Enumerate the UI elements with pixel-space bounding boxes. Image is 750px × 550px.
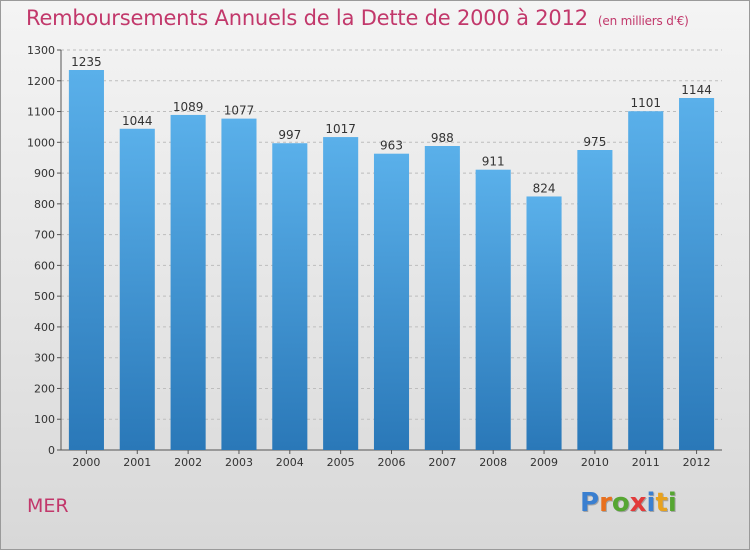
logo-letter: r <box>599 488 612 518</box>
x-tick-label-2009: 2009 <box>530 456 558 469</box>
bar-2012 <box>679 98 715 450</box>
bar-2004 <box>272 143 308 450</box>
logo-letter: x <box>629 488 647 518</box>
y-tick-label: 700 <box>34 229 55 242</box>
y-tick-label: 1200 <box>27 75 55 88</box>
x-tick-label-2001: 2001 <box>123 456 151 469</box>
bar-2010 <box>577 150 613 450</box>
x-tick-label-2002: 2002 <box>174 456 202 469</box>
x-tick-label-2004: 2004 <box>276 456 304 469</box>
y-tick-label: 0 <box>48 444 55 457</box>
bar-2011 <box>628 111 664 450</box>
data-label-2000: 1235 <box>71 55 102 69</box>
x-tick-label-2003: 2003 <box>225 456 253 469</box>
y-tick-label: 600 <box>34 259 55 272</box>
bar-2003 <box>221 118 257 450</box>
data-label-2010: 975 <box>583 135 606 149</box>
bar-2005 <box>323 137 359 451</box>
logo-letter: P <box>580 488 600 518</box>
data-label-2004: 997 <box>278 128 301 142</box>
unit-label: (en milliers d'€) <box>597 14 689 28</box>
chart-title: Remboursements Annuels de la Dette de 20… <box>26 6 689 30</box>
x-tick-label-2010: 2010 <box>581 456 609 469</box>
data-label-2006: 963 <box>380 139 403 153</box>
data-label-2003: 1077 <box>224 104 255 118</box>
data-label-2002: 1089 <box>173 100 204 114</box>
bar-2009 <box>526 196 562 450</box>
y-tick-label: 500 <box>34 290 55 303</box>
bar-2006 <box>373 153 410 450</box>
logo-letter: o <box>611 488 630 518</box>
bar-2001 <box>119 128 155 450</box>
x-tick-label-2008: 2008 <box>479 456 507 469</box>
y-tick-label: 100 <box>34 413 55 426</box>
y-tick-label: 200 <box>34 382 55 395</box>
bar-2000 <box>68 70 104 450</box>
y-tick-label: 1100 <box>27 106 55 119</box>
bars <box>68 70 715 451</box>
logo-letter: i <box>667 488 677 518</box>
y-tick-label: 300 <box>34 352 55 365</box>
data-labels: 1235 1044 1089 1077 997 1017 963 988 911 824 975 11… <box>71 55 712 195</box>
y-tick-label: 1300 <box>27 44 55 57</box>
commune-name: MER <box>27 495 69 517</box>
bar-2002 <box>170 114 206 450</box>
data-label-2008: 911 <box>482 155 505 169</box>
x-tick-label-2006: 2006 <box>378 456 406 469</box>
axes: 0 100 200 300 400 500 600 700 800 900 1000 1100 1200… <box>27 44 722 469</box>
data-label-2011: 1101 <box>630 96 661 110</box>
data-label-2007: 988 <box>431 131 454 145</box>
y-tick-label: 900 <box>34 167 55 180</box>
data-label-2012: 1144 <box>681 83 712 97</box>
x-tick-label-2000: 2000 <box>72 456 100 469</box>
x-tick-label-2012: 2012 <box>683 456 711 469</box>
proxiti-logo[interactable]: Proxiti <box>580 488 677 518</box>
bar-2007 <box>424 146 460 450</box>
data-label-2001: 1044 <box>122 114 153 128</box>
x-tick-label-2005: 2005 <box>327 456 355 469</box>
x-tick-label-2007: 2007 <box>428 456 456 469</box>
logo-letter: t <box>655 488 668 518</box>
y-tick-label: 800 <box>34 198 55 211</box>
bar-2008 <box>475 169 511 450</box>
x-tick-label-2011: 2011 <box>632 456 660 469</box>
data-label-2005: 1017 <box>325 122 356 136</box>
y-tick-label: 400 <box>34 321 55 334</box>
logo-letter: i <box>646 488 656 518</box>
data-label-2009: 824 <box>533 181 556 195</box>
y-tick-label: 1000 <box>27 136 55 149</box>
